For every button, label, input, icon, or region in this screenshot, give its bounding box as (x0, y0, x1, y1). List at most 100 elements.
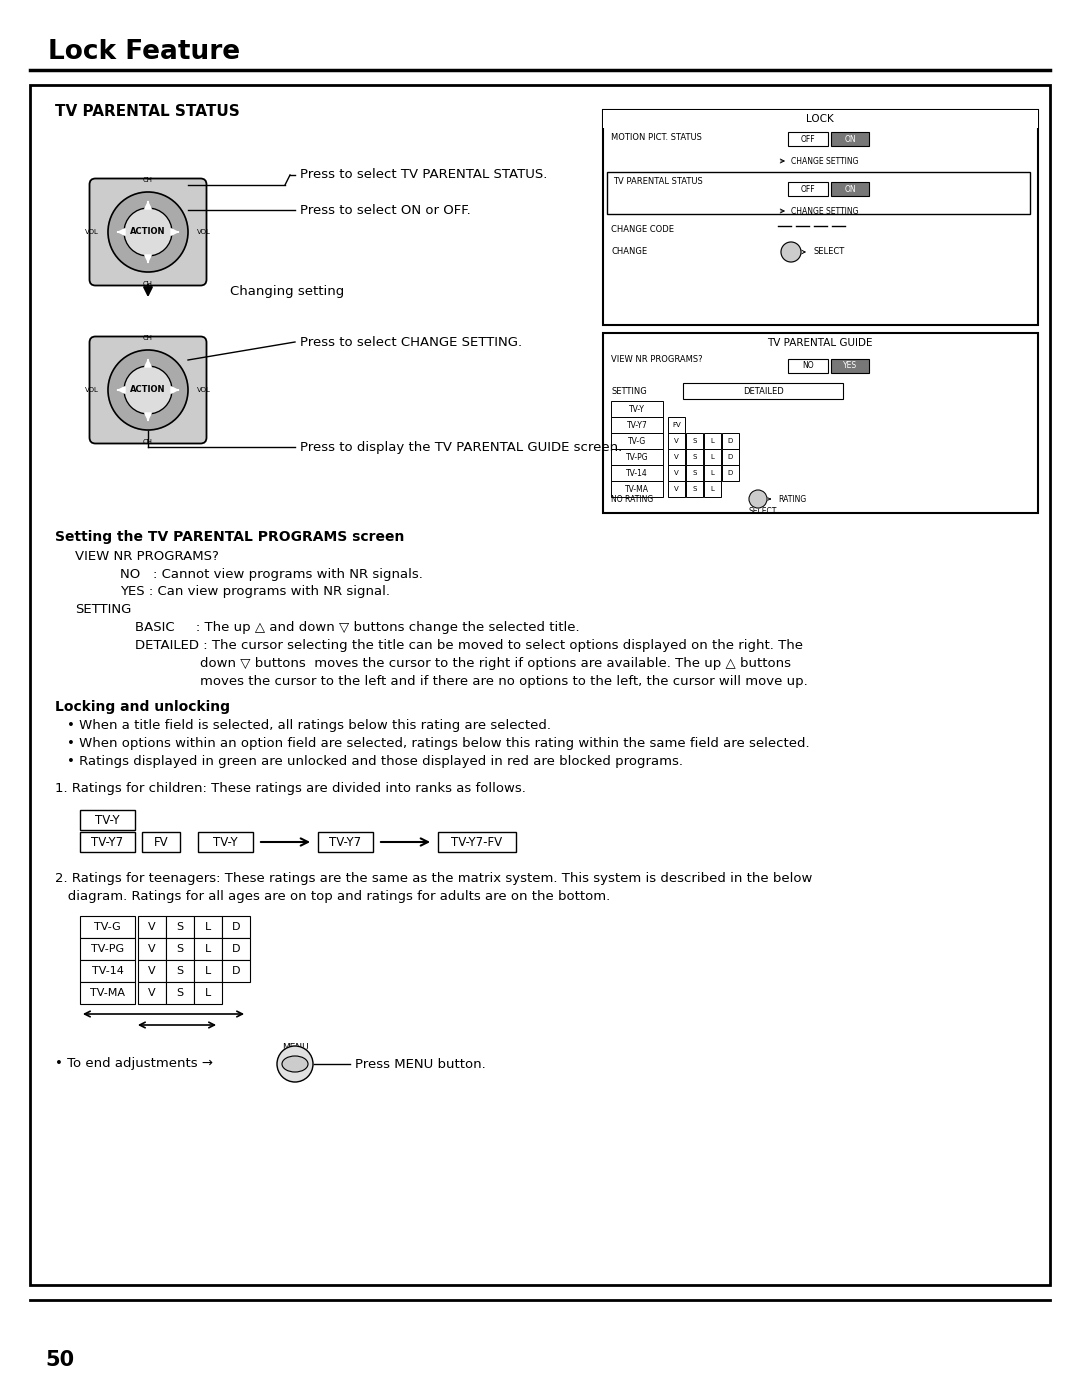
Text: V: V (674, 486, 679, 492)
Text: DETAILED : The cursor selecting the title can be moved to select options display: DETAILED : The cursor selecting the titl… (135, 638, 804, 652)
FancyBboxPatch shape (603, 332, 1038, 513)
FancyBboxPatch shape (611, 448, 663, 465)
Text: TV-PG: TV-PG (625, 453, 648, 461)
Text: OFF: OFF (800, 184, 815, 194)
Text: L: L (205, 944, 211, 954)
Text: NO: NO (802, 362, 814, 370)
FancyBboxPatch shape (686, 448, 703, 465)
Text: D: D (728, 439, 733, 444)
Text: diagram. Ratings for all ages are on top and ratings for adults are on the botto: diagram. Ratings for all ages are on top… (55, 890, 610, 902)
Text: Lock Feature: Lock Feature (48, 39, 240, 66)
FancyBboxPatch shape (683, 383, 843, 400)
FancyBboxPatch shape (686, 465, 703, 481)
Ellipse shape (282, 1056, 308, 1071)
Text: Press to select TV PARENTAL STATUS.: Press to select TV PARENTAL STATUS. (300, 169, 548, 182)
FancyBboxPatch shape (831, 182, 869, 196)
Text: S: S (692, 469, 697, 476)
Text: S: S (692, 439, 697, 444)
Text: L: L (205, 922, 211, 932)
Text: TV-Y7-FV: TV-Y7-FV (451, 835, 502, 848)
FancyBboxPatch shape (80, 982, 135, 1004)
FancyBboxPatch shape (603, 110, 1038, 326)
FancyBboxPatch shape (611, 416, 663, 433)
FancyBboxPatch shape (90, 179, 206, 285)
FancyBboxPatch shape (80, 937, 135, 960)
FancyBboxPatch shape (198, 833, 253, 852)
Text: DETAILED: DETAILED (743, 387, 783, 395)
FancyBboxPatch shape (669, 465, 685, 481)
Text: CHANGE: CHANGE (611, 247, 647, 257)
Text: TV-G: TV-G (627, 436, 646, 446)
Text: CHANGE SETTING: CHANGE SETTING (791, 156, 859, 165)
Text: VOL: VOL (85, 387, 99, 393)
Text: FV: FV (153, 835, 168, 848)
FancyBboxPatch shape (788, 131, 828, 147)
FancyBboxPatch shape (138, 982, 166, 1004)
FancyBboxPatch shape (222, 916, 249, 937)
Text: D: D (728, 454, 733, 460)
FancyBboxPatch shape (222, 937, 249, 960)
Text: • When a title field is selected, all ratings below this rating are selected.: • When a title field is selected, all ra… (67, 719, 551, 732)
FancyBboxPatch shape (166, 916, 194, 937)
Text: 1. Ratings for children: These ratings are divided into ranks as follows.: 1. Ratings for children: These ratings a… (55, 782, 526, 795)
Text: TV-G: TV-G (94, 922, 121, 932)
FancyBboxPatch shape (611, 481, 663, 497)
Text: CH: CH (143, 439, 153, 446)
FancyBboxPatch shape (788, 359, 828, 373)
FancyBboxPatch shape (166, 937, 194, 960)
Text: CH: CH (143, 281, 153, 286)
Text: L: L (205, 965, 211, 977)
Text: TV PARENTAL STATUS: TV PARENTAL STATUS (55, 105, 240, 120)
Text: CHANGE SETTING: CHANGE SETTING (791, 207, 859, 215)
FancyBboxPatch shape (704, 481, 721, 497)
Text: NO   : Cannot view programs with NR signals.: NO : Cannot view programs with NR signal… (120, 569, 423, 581)
FancyBboxPatch shape (611, 433, 663, 448)
Text: V: V (674, 439, 679, 444)
FancyBboxPatch shape (704, 448, 721, 465)
Text: SELECT: SELECT (814, 247, 846, 257)
FancyBboxPatch shape (704, 465, 721, 481)
Text: • When options within an option field are selected, ratings below this rating wi: • When options within an option field ar… (67, 738, 810, 750)
Text: VOL: VOL (85, 229, 99, 235)
Text: Setting the TV PARENTAL PROGRAMS screen: Setting the TV PARENTAL PROGRAMS screen (55, 529, 404, 543)
Text: TV-Y: TV-Y (629, 405, 645, 414)
FancyBboxPatch shape (669, 416, 685, 433)
Text: VOL: VOL (197, 387, 211, 393)
FancyBboxPatch shape (194, 916, 222, 937)
Text: Press to display the TV PARENTAL GUIDE screen.: Press to display the TV PARENTAL GUIDE s… (300, 440, 622, 454)
Text: D: D (232, 922, 240, 932)
FancyBboxPatch shape (686, 433, 703, 448)
Text: L: L (711, 486, 715, 492)
Text: VIEW NR PROGRAMS?: VIEW NR PROGRAMS? (75, 550, 219, 563)
FancyBboxPatch shape (138, 916, 166, 937)
Text: V: V (148, 988, 156, 997)
Text: S: S (176, 944, 184, 954)
FancyBboxPatch shape (607, 172, 1030, 214)
Text: S: S (692, 454, 697, 460)
FancyBboxPatch shape (141, 833, 180, 852)
FancyBboxPatch shape (686, 481, 703, 497)
FancyBboxPatch shape (194, 937, 222, 960)
Text: TV-Y7: TV-Y7 (329, 835, 362, 848)
FancyBboxPatch shape (831, 131, 869, 147)
FancyBboxPatch shape (194, 982, 222, 1004)
FancyBboxPatch shape (611, 401, 663, 416)
Text: Changing setting: Changing setting (230, 285, 345, 299)
FancyBboxPatch shape (80, 810, 135, 830)
Text: L: L (711, 469, 715, 476)
Text: • Ratings displayed in green are unlocked and those displayed in red are blocked: • Ratings displayed in green are unlocke… (67, 754, 683, 768)
Text: S: S (692, 486, 697, 492)
FancyBboxPatch shape (611, 465, 663, 481)
Text: TV-MA: TV-MA (625, 485, 649, 493)
Circle shape (108, 191, 188, 272)
Text: ON: ON (845, 184, 855, 194)
Text: RATING: RATING (778, 495, 807, 503)
FancyBboxPatch shape (788, 182, 828, 196)
Text: V: V (148, 965, 156, 977)
Text: MENU: MENU (282, 1044, 308, 1052)
Text: TV-PG: TV-PG (91, 944, 124, 954)
Text: TV PARENTAL STATUS: TV PARENTAL STATUS (613, 177, 703, 187)
Text: D: D (232, 965, 240, 977)
Text: TV PARENTAL GUIDE: TV PARENTAL GUIDE (767, 338, 873, 348)
Circle shape (781, 242, 801, 263)
